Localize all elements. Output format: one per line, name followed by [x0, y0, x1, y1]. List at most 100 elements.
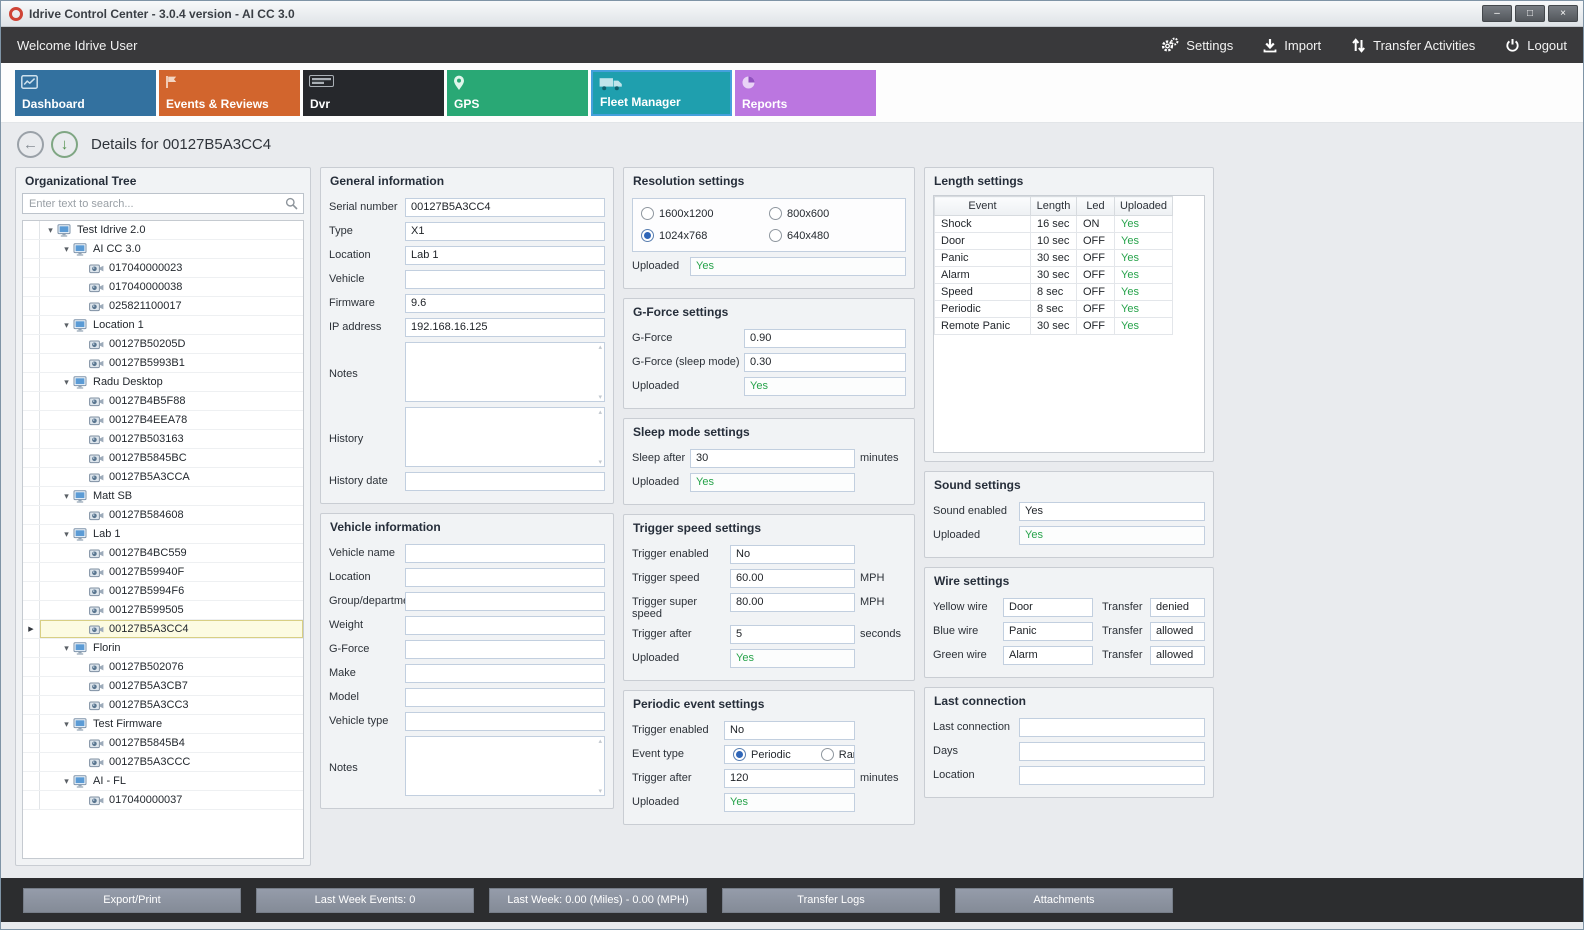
tree-node-00127b5a3cc3[interactable]: 00127B5A3CC3 [23, 696, 303, 715]
bottom-button-export-print[interactable]: Export/Print [23, 887, 241, 913]
expand-arrow-icon[interactable]: ▾ [64, 528, 69, 539]
toolbar-transfer-activities-button[interactable]: Transfer Activities [1351, 38, 1475, 53]
tree-node-00127b5845bc[interactable]: 00127B5845BC [23, 449, 303, 468]
window-minimize-button[interactable]: – [1482, 5, 1512, 22]
field-firmware[interactable]: 9.6 [405, 294, 605, 313]
window-maximize-button[interactable]: □ [1515, 5, 1545, 22]
tree-node-ai-fl[interactable]: ▾ AI - FL [23, 772, 303, 791]
field-uploaded[interactable]: Yes [730, 649, 855, 668]
tree-node-00127b59940f[interactable]: 00127B59940F [23, 563, 303, 582]
field-blue-wire[interactable]: Panic [1003, 622, 1093, 641]
tree-node-00127b584608[interactable]: 00127B584608 [23, 506, 303, 525]
tab-gps[interactable]: GPS [447, 70, 588, 116]
bottom-button-last-week-events-0[interactable]: Last Week Events: 0 [256, 887, 474, 913]
tree-node-00127b5a3cca[interactable]: 00127B5A3CCA [23, 468, 303, 487]
tree-node-test-firmware[interactable]: ▾ Test Firmware [23, 715, 303, 734]
radio-option-640x480[interactable]: 640x480 [769, 229, 897, 242]
tree-node-ai-cc-3-0[interactable]: ▾ AI CC 3.0 [23, 240, 303, 259]
tree-node-00127b5845b4[interactable]: 00127B5845B4 [23, 734, 303, 753]
expand-arrow-icon[interactable]: ▾ [64, 243, 69, 254]
toolbar-settings-button[interactable]: Settings [1160, 37, 1233, 53]
field-trigger-super-speed[interactable]: 80.00 [730, 593, 855, 612]
field-model[interactable] [405, 688, 605, 707]
tab-dvr[interactable]: Dvr [303, 70, 444, 116]
download-button[interactable]: ↓ [51, 130, 78, 158]
field-vehicle-type[interactable] [405, 712, 605, 731]
field-blue-wire-transfer[interactable]: allowed [1150, 622, 1205, 641]
search-input[interactable] [22, 193, 304, 214]
field-serial-number[interactable]: 00127B5A3CC4 [405, 198, 605, 217]
tree-node-00127b4eea78[interactable]: 00127B4EEA78 [23, 411, 303, 430]
field-green-wire[interactable]: Alarm [1003, 646, 1093, 665]
expand-arrow-icon[interactable]: ▾ [48, 224, 53, 235]
bottom-button-last-week-0-00-miles-0-00-mph[interactable]: Last Week: 0.00 (Miles) - 0.00 (MPH) [489, 887, 707, 913]
field-yellow-wire[interactable]: Door [1003, 598, 1093, 617]
tree-node-00127b4bc559[interactable]: 00127B4BC559 [23, 544, 303, 563]
field-uploaded[interactable]: Yes [690, 257, 906, 276]
field-make[interactable] [405, 664, 605, 683]
tree-node-radu-desktop[interactable]: ▾ Radu Desktop [23, 373, 303, 392]
field-ip-address[interactable]: 192.168.16.125 [405, 318, 605, 337]
tree-node-00127b5a3cb7[interactable]: 00127B5A3CB7 [23, 677, 303, 696]
field-trigger-enabled[interactable]: No [730, 545, 855, 564]
field-uploaded[interactable]: Yes [1019, 526, 1205, 545]
tree-node-00127b5993b1[interactable]: 00127B5993B1 [23, 354, 303, 373]
tree-node-00127b5994f6[interactable]: 00127B5994F6 [23, 582, 303, 601]
window-close-button[interactable]: × [1548, 5, 1578, 22]
expand-arrow-icon[interactable]: ▾ [64, 642, 69, 653]
tab-reports[interactable]: Reports [735, 70, 876, 116]
tree-node-00127b4b5f88[interactable]: 00127B4B5F88 [23, 392, 303, 411]
field-sound-enabled[interactable]: Yes [1019, 502, 1205, 521]
tab-dashboard[interactable]: Dashboard [15, 70, 156, 116]
field-uploaded[interactable]: Yes [724, 793, 855, 812]
radio-option-periodic[interactable]: Periodic [733, 748, 791, 761]
tab-fleet-manager[interactable]: Fleet Manager [591, 70, 732, 116]
tree-node-017040000037[interactable]: 017040000037 [23, 791, 303, 810]
field-notes[interactable] [405, 736, 605, 796]
field-weight[interactable] [405, 616, 605, 635]
field-type[interactable]: X1 [405, 222, 605, 241]
field-vehicle[interactable] [405, 270, 605, 289]
field-group-department[interactable] [405, 592, 605, 611]
field-location[interactable] [1019, 766, 1205, 785]
field-uploaded[interactable]: Yes [744, 377, 906, 396]
tree-node-00127b599505[interactable]: 00127B599505 [23, 601, 303, 620]
tree-node-florin[interactable]: ▾ Florin [23, 639, 303, 658]
tree-node-00127b5a3ccc[interactable]: 00127B5A3CCC [23, 753, 303, 772]
field-location[interactable] [405, 568, 605, 587]
field-g-force[interactable]: 0.90 [744, 329, 906, 348]
field-g-force-sleep-mode[interactable]: 0.30 [744, 353, 906, 372]
field-trigger-enabled[interactable]: No [724, 721, 855, 740]
tab-events-reviews[interactable]: Events & Reviews [159, 70, 300, 116]
tree-node-lab-1[interactable]: ▾ Lab 1 [23, 525, 303, 544]
tree-node-00127b5a3cc4[interactable]: ▶ 00127B5A3CC4 [23, 620, 303, 639]
tree-node-00127b503163[interactable]: 00127B503163 [23, 430, 303, 449]
toolbar-import-button[interactable]: Import [1263, 38, 1321, 53]
bottom-button-transfer-logs[interactable]: Transfer Logs [722, 887, 940, 913]
tree-node-test-idrive-2-0[interactable]: ▾ Test Idrive 2.0 [23, 221, 303, 240]
field-trigger-after[interactable]: 5 [730, 625, 855, 644]
tree-node-017040000023[interactable]: 017040000023 [23, 259, 303, 278]
field-days[interactable] [1019, 742, 1205, 761]
radio-option-random[interactable]: Random [820, 748, 854, 761]
tree-node-00127b502076[interactable]: 00127B502076 [23, 658, 303, 677]
field-sleep-after[interactable]: 30 [690, 449, 855, 468]
radio-option-1600x1200[interactable]: 1600x1200 [641, 207, 769, 220]
tree-node-017040000038[interactable]: 017040000038 [23, 278, 303, 297]
expand-arrow-icon[interactable]: ▾ [64, 490, 69, 501]
field-location[interactable]: Lab 1 [405, 246, 605, 265]
field-trigger-speed[interactable]: 60.00 [730, 569, 855, 588]
field-yellow-wire-transfer[interactable]: denied [1150, 598, 1205, 617]
expand-arrow-icon[interactable]: ▾ [64, 775, 69, 786]
back-button[interactable]: ← [17, 130, 44, 158]
tree-node-matt-sb[interactable]: ▾ Matt SB [23, 487, 303, 506]
field-last-connection[interactable] [1019, 718, 1205, 737]
field-history-date[interactable] [405, 472, 605, 491]
expand-arrow-icon[interactable]: ▾ [64, 376, 69, 387]
expand-arrow-icon[interactable]: ▾ [64, 718, 69, 729]
toolbar-logout-button[interactable]: Logout [1505, 38, 1567, 53]
field-notes[interactable] [405, 342, 605, 402]
radio-option-800x600[interactable]: 800x600 [769, 207, 897, 220]
expand-arrow-icon[interactable]: ▾ [64, 319, 69, 330]
bottom-button-attachments[interactable]: Attachments [955, 887, 1173, 913]
